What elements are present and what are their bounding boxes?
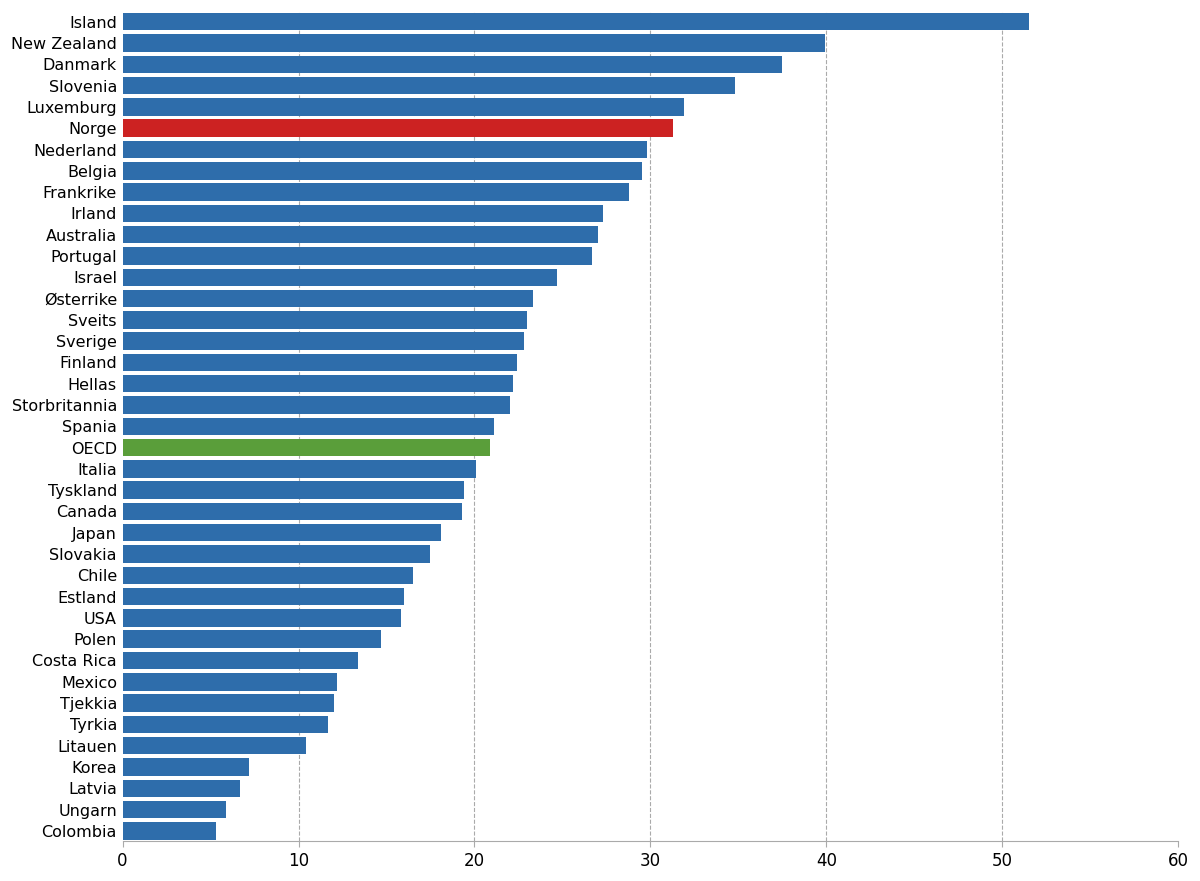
Bar [122,13,1028,31]
Bar [122,631,382,648]
Bar [122,204,602,222]
Bar [122,759,250,775]
Bar [122,694,334,712]
Bar [122,460,476,478]
Bar [122,120,673,137]
Bar [122,566,413,584]
Bar [122,652,359,670]
Bar [122,503,462,520]
Bar [122,822,216,840]
Bar [122,269,557,286]
Bar [122,481,464,499]
Bar [122,183,629,201]
Bar [122,545,431,563]
Bar [122,524,442,542]
Bar [122,248,593,264]
Bar [122,311,527,329]
Bar [122,375,514,392]
Bar [122,34,824,52]
Bar [122,396,510,414]
Bar [122,715,329,733]
Bar [122,418,494,435]
Bar [122,609,401,626]
Bar [122,801,227,818]
Bar [122,290,533,307]
Bar [122,77,734,94]
Bar [122,162,642,180]
Bar [122,737,306,754]
Bar [122,353,517,371]
Bar [122,439,491,456]
Bar [122,673,337,691]
Bar [122,332,523,350]
Bar [122,141,647,159]
Bar [122,588,404,605]
Bar [122,98,684,115]
Bar [122,780,240,797]
Bar [122,226,598,243]
Bar [122,56,782,73]
